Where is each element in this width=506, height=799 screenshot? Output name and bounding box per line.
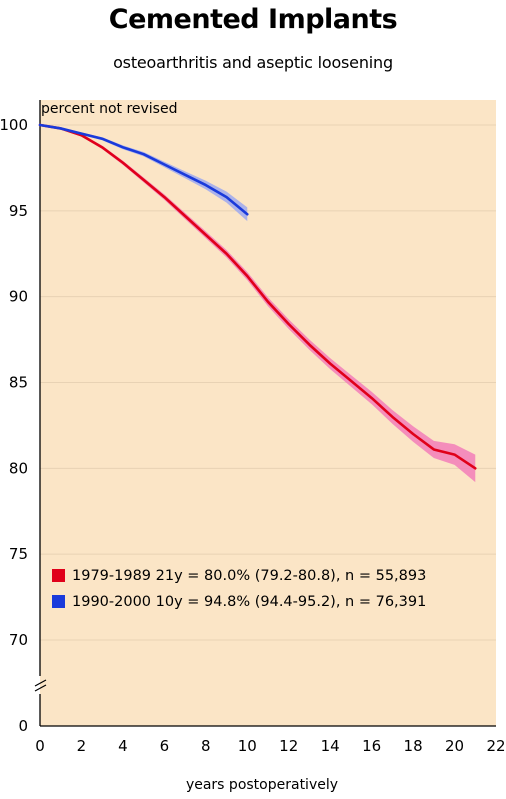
- series-lines: [38, 123, 477, 470]
- axes: [34, 100, 496, 727]
- legend-swatch-1990-2000: [52, 595, 65, 608]
- x-tick-label-20: 20: [445, 737, 464, 755]
- y-tick-label-70: 70: [9, 631, 28, 649]
- x-tick-label-12: 12: [279, 737, 298, 755]
- x-tick-label-18: 18: [404, 737, 423, 755]
- tick-labels: 0 70 75 80 85 90 95 100 0 2 4 6 8 10 12 14 16 18 20 22: [0, 116, 506, 755]
- x-tick-label-2: 2: [77, 737, 87, 755]
- legend-swatch-1979-1989: [52, 569, 65, 582]
- y-tick-label-75: 75: [9, 545, 28, 563]
- y-tick-label-95: 95: [9, 202, 28, 220]
- x-tick-label-16: 16: [362, 737, 381, 755]
- x-tick-label-0: 0: [35, 737, 45, 755]
- gridlines: [40, 124, 496, 641]
- x-tick-label-14: 14: [321, 737, 340, 755]
- y-tick-label-0: 0: [18, 717, 28, 735]
- x-axis-label: years postoperatively: [186, 777, 338, 793]
- y-tick-label-90: 90: [9, 288, 28, 306]
- plot-area: [40, 100, 496, 726]
- x-tick-label-10: 10: [238, 737, 257, 755]
- y-tick-label-80: 80: [9, 459, 28, 477]
- series-line-1990-2000: [38, 123, 249, 216]
- legend-label-1990-2000: 1990-2000 10y = 94.8% (94.4-95.2), n = 7…: [72, 594, 426, 610]
- series-line-1979-1989: [38, 123, 477, 470]
- x-tick-label-6: 6: [160, 737, 170, 755]
- x-tick-label-22: 22: [486, 737, 505, 755]
- y-tick-label-85: 85: [9, 374, 28, 392]
- legend: 1979-1989 21y = 80.0% (79.2-80.8), n = 5…: [52, 568, 426, 610]
- x-tick-label-8: 8: [201, 737, 211, 755]
- x-tick-label-4: 4: [118, 737, 128, 755]
- y-tick-label-100: 100: [0, 116, 28, 134]
- legend-label-1979-1989: 1979-1989 21y = 80.0% (79.2-80.8), n = 5…: [72, 568, 426, 584]
- axis-break-mark: [34, 679, 47, 692]
- y-axis-label: percent not revised: [41, 101, 177, 117]
- chart-subtitle: osteoarthritis and aseptic loosening: [113, 53, 393, 72]
- chart-title: Cemented Implants: [108, 4, 398, 35]
